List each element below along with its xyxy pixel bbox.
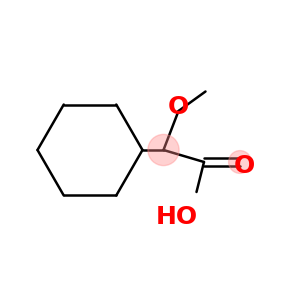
Text: O: O [234, 154, 255, 178]
Text: O: O [168, 94, 189, 118]
Circle shape [229, 151, 251, 173]
Text: HO: HO [156, 206, 198, 230]
Circle shape [148, 134, 179, 166]
